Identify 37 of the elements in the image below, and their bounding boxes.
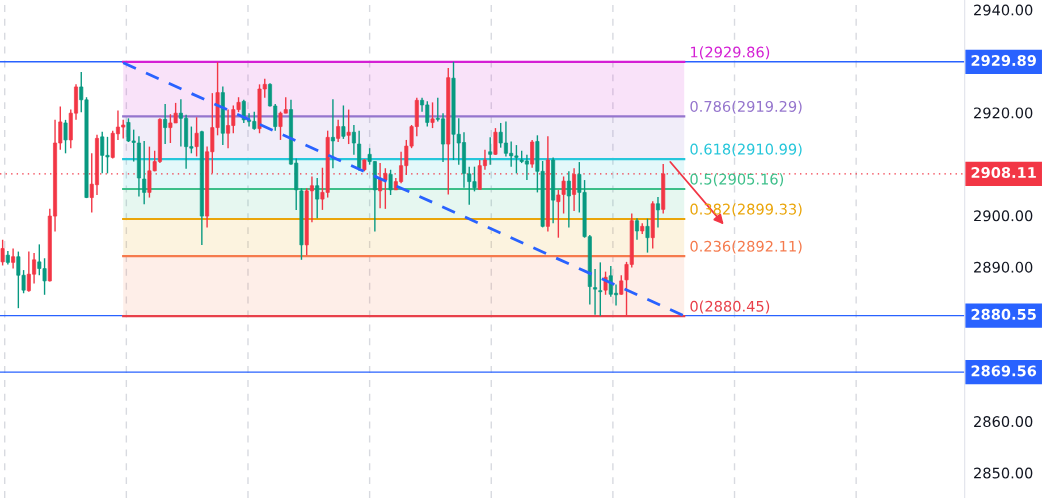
y-tick-label: 2860.00 — [974, 416, 1033, 428]
candlestick — [388, 169, 393, 196]
ref-line-label: 2929.89 — [971, 54, 1036, 67]
ref-line-label: 2908.11 — [971, 167, 1036, 179]
y-tick-label: 2920.00 — [974, 107, 1033, 119]
candlestick — [593, 268, 598, 316]
candlestick — [488, 136, 493, 166]
candlestick — [346, 108, 351, 145]
series-label: 1(2929.86) — [691, 46, 770, 60]
y-tick-label: 2850.00 — [974, 467, 1033, 479]
candlestick — [194, 116, 199, 158]
y-tick-label: 2940.00 — [974, 4, 1033, 16]
series-label: 0.5(2905.16) — [690, 173, 784, 187]
series-label: 0(2880.45) — [690, 300, 770, 314]
candlestick — [635, 217, 639, 241]
candlestick — [0, 239, 5, 267]
candlestick — [336, 119, 341, 143]
y-tick-label: 2890.00 — [974, 261, 1033, 273]
candlestick — [566, 170, 571, 229]
candlestick — [493, 127, 498, 156]
ref-line-label: 2869.56 — [971, 365, 1037, 377]
candlestick — [163, 103, 168, 145]
candlestick — [645, 217, 650, 254]
candlestick — [530, 139, 535, 169]
series-label: 0.618(2910.99) — [690, 143, 802, 157]
y-tick-label: 2900.00 — [974, 210, 1033, 222]
candlestick — [63, 119, 68, 155]
series-label: 0.786(2919.29) — [690, 100, 802, 114]
candlestick — [598, 261, 603, 317]
candlestick — [11, 247, 16, 270]
candlestick — [656, 196, 660, 229]
ref-line-label: 2880.55 — [971, 308, 1036, 320]
candlestick — [315, 177, 320, 219]
candlestick — [430, 101, 435, 129]
series-label: 0.236(2892.11) — [690, 240, 802, 254]
candlestick — [341, 104, 346, 140]
candlestick — [330, 98, 335, 169]
